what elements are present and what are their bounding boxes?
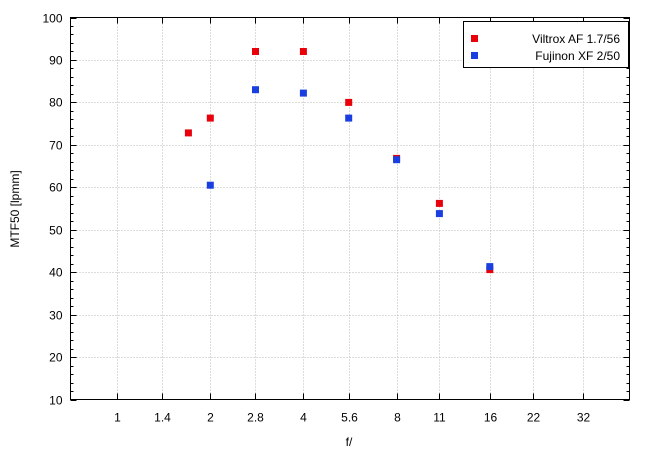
fujinon-data-point <box>486 263 494 271</box>
legend: Viltrox AF 1.7/56 Fujinon XF 2/50 <box>463 21 629 68</box>
legend-label-viltrox: Viltrox AF 1.7/56 <box>532 32 620 46</box>
x-tick-label: 4 <box>300 411 307 425</box>
x-axis-title: f/ <box>346 435 353 449</box>
viltrox-data-point <box>206 114 214 122</box>
points-layer <box>184 48 494 274</box>
fujinon-data-point <box>345 114 353 122</box>
y-axis-title: MTF50 [lpmm] <box>8 170 22 247</box>
legend-label-fujinon: Fujinon XF 2/50 <box>535 49 620 63</box>
viltrox-data-point <box>252 48 259 55</box>
x-tick-label: 1.4 <box>154 411 171 425</box>
x-tick-label: 8 <box>394 411 401 425</box>
axis-layer: 10 20 30 40 50 60 70 80 90 100 1 1.4 2 2.8 4 5.6 8 11 16 22… <box>42 12 630 425</box>
y-tick-label: 10 <box>49 394 63 408</box>
legend-marker-fujinon <box>471 52 478 59</box>
plot-frame <box>70 17 630 400</box>
viltrox-data-point <box>435 199 443 207</box>
x-tick-label: 2 <box>207 411 214 425</box>
legend-marker-viltrox <box>471 35 478 42</box>
x-tick-label: 11 <box>433 411 446 425</box>
y-tick-label: 20 <box>49 351 63 365</box>
viltrox-data-point <box>299 48 307 55</box>
y-tick-label: 90 <box>49 54 63 68</box>
x-tick-label: 32 <box>577 411 591 425</box>
grid-layer <box>70 17 630 400</box>
viltrox-data-point <box>345 98 353 106</box>
x-tick-label: 22 <box>527 411 541 425</box>
x-tick-label: 16 <box>484 411 498 425</box>
y-tick-label: 30 <box>49 309 63 323</box>
y-tick-label: 50 <box>49 224 63 238</box>
y-tick-label: 40 <box>49 266 63 280</box>
fujinon-data-point <box>252 86 259 94</box>
x-tick-label: 2.8 <box>247 411 264 425</box>
viltrox-data-point <box>184 129 192 137</box>
x-tick-label: 1 <box>114 411 121 425</box>
y-tick-label: 70 <box>49 139 63 153</box>
x-tick-label: 5.6 <box>341 411 358 425</box>
fujinon-data-point <box>299 89 307 97</box>
y-tick-label: 100 <box>42 12 62 26</box>
fujinon-data-point <box>435 210 443 218</box>
y-tick-label: 60 <box>49 181 63 195</box>
fujinon-data-point <box>206 181 214 189</box>
fujinon-data-point <box>393 156 401 164</box>
y-tick-label: 80 <box>49 96 63 110</box>
legend-box <box>463 21 629 68</box>
